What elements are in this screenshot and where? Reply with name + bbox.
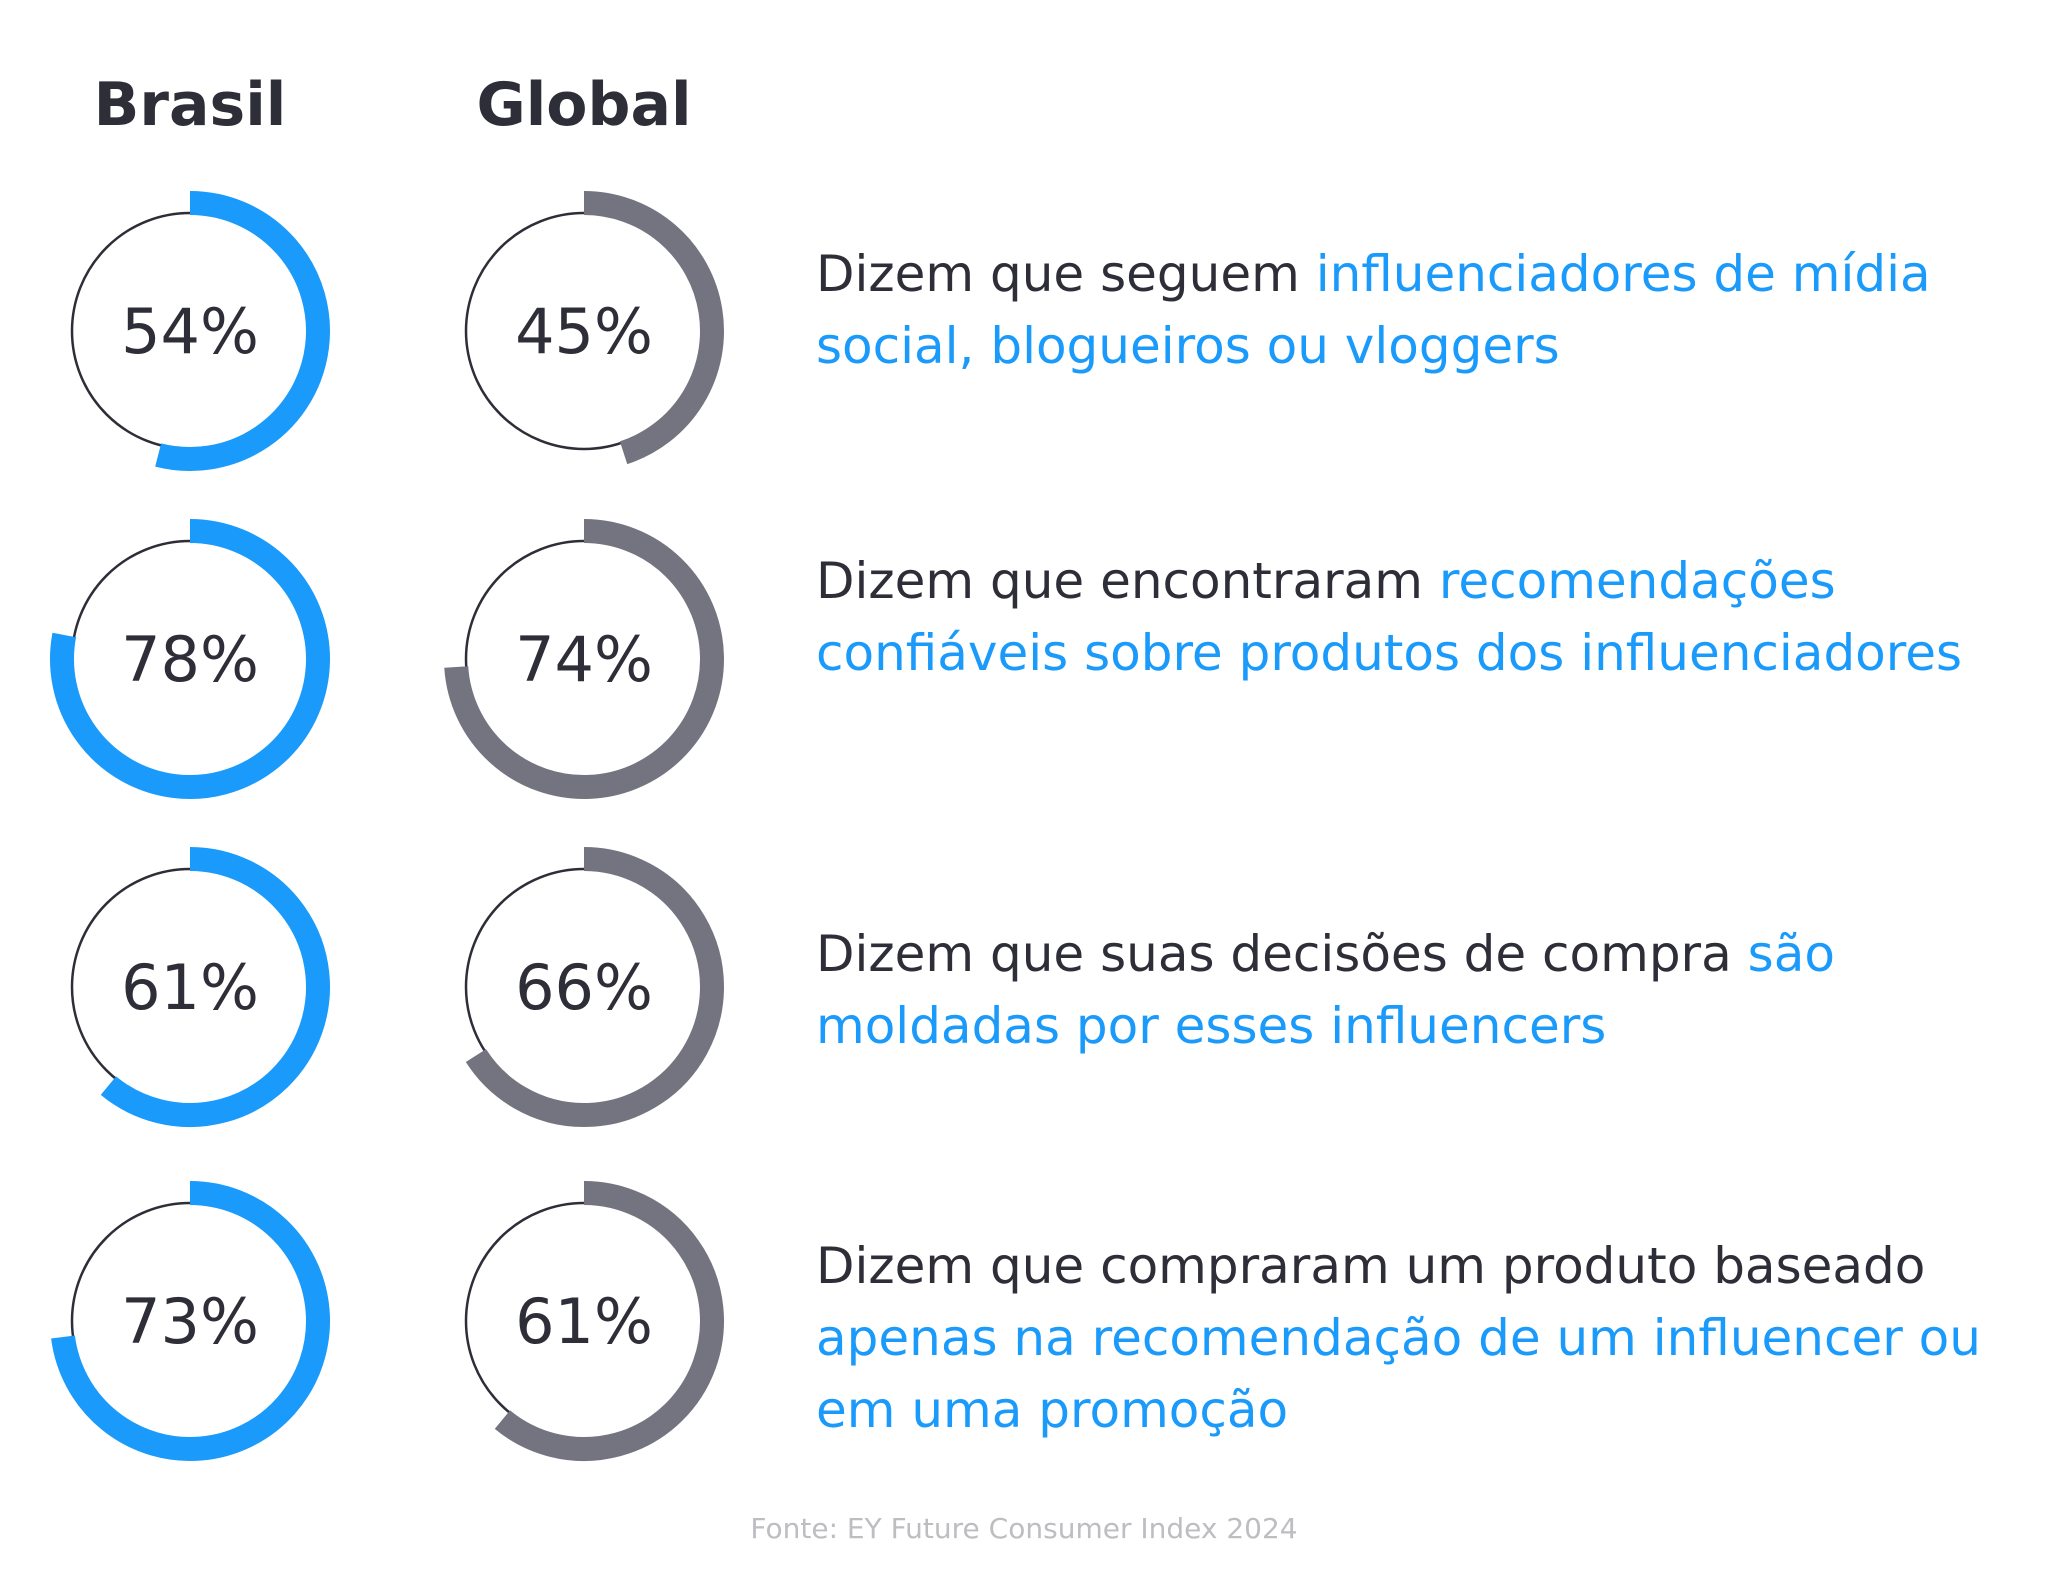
- value-label-brasil-1: 54%: [121, 295, 259, 368]
- header-brasil: Brasil: [93, 70, 287, 140]
- value-label-global-2: 74%: [515, 623, 653, 696]
- value-label-global-4: 61%: [515, 1285, 653, 1358]
- value-label-brasil-3: 61%: [121, 951, 259, 1024]
- row-description: Dizem que suas decisões de compra são mo…: [816, 918, 2016, 1062]
- value-arc-brasil-3: [100, 847, 330, 1127]
- row-description: Dizem que seguem influenciadores de mídi…: [816, 238, 2016, 382]
- value-label-global-1: 45%: [515, 295, 653, 368]
- description-highlight: são moldadas por esses influencers: [816, 925, 1835, 1055]
- value-arc-brasil-1: [155, 191, 330, 471]
- description-text: Dizem que compraram um produto baseado: [816, 1237, 1926, 1295]
- description-text: Dizem que suas decisões de compra: [816, 925, 1748, 983]
- description-highlight: apenas na recomendação de um influencer …: [816, 1309, 1981, 1439]
- description-highlight: influenciadores de mídia social, bloguei…: [816, 245, 1931, 375]
- row-description: Dizem que encontraram recomendações conf…: [816, 545, 2016, 689]
- value-arc-global-2: [444, 519, 724, 799]
- value-arc-global-1: [583, 191, 724, 465]
- description-highlight: recomendações confiáveis sobre produtos …: [816, 552, 1963, 682]
- value-arc-global-3: [465, 847, 724, 1127]
- value-arc-global-4: [494, 1181, 724, 1461]
- value-arc-brasil-2: [50, 519, 330, 799]
- header-global: Global: [476, 70, 692, 140]
- value-arc-brasil-4: [51, 1181, 330, 1461]
- row-description: Dizem que compraram um produto baseado a…: [816, 1230, 2016, 1446]
- value-label-global-3: 66%: [515, 951, 653, 1024]
- value-label-brasil-2: 78%: [121, 623, 259, 696]
- source-note: Fonte: EY Future Consumer Index 2024: [750, 1512, 1298, 1545]
- value-label-brasil-4: 73%: [121, 1285, 259, 1358]
- description-text: Dizem que seguem: [816, 245, 1316, 303]
- description-text: Dizem que encontraram: [816, 552, 1439, 610]
